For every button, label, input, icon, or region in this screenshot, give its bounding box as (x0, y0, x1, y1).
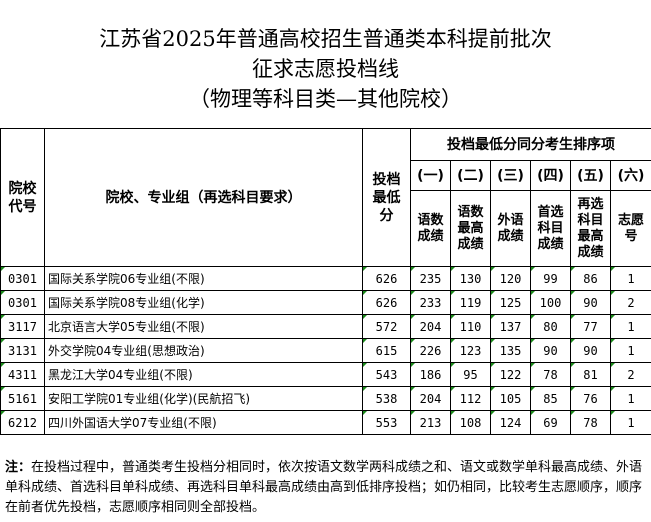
cell-rank2: 130 (450, 266, 491, 291)
cell-rank5: 86 (570, 266, 611, 291)
cell-name: 安阳工学院01专业组(化学)(民航招飞) (44, 386, 363, 411)
cell-rank2: 95 (450, 362, 491, 387)
header-rank-label: 再选科目最高成绩 (570, 190, 611, 267)
cell-name: 黑龙江大学04专业组(不限) (44, 362, 363, 387)
note-label: 注： (5, 460, 32, 475)
cell-rank6: 2 (609, 290, 651, 315)
cell-code: 0301 (0, 290, 45, 315)
cell-rank1: 186 (410, 362, 451, 387)
cell-rank4: 85 (530, 386, 571, 411)
cell-rank1: 213 (410, 410, 451, 435)
table-row: 3131 外交学院04专业组(思想政治) 615 226 123 135 90 90 1 (0, 338, 651, 363)
cell-rank3: 137 (490, 314, 531, 339)
cell-min-score: 538 (362, 386, 411, 411)
table-row: 4311 黑龙江大学04专业组(不限) 543 186 95 122 78 81 2 (0, 362, 651, 387)
header-rank-num: (一) (410, 160, 451, 191)
cell-rank3: 125 (490, 290, 531, 315)
header-rank-label: 外语成绩 (490, 190, 531, 267)
title-line2: 征求志愿投档线 (252, 57, 399, 81)
table-row: 5161 安阳工学院01专业组(化学)(民航招飞) 538 204 112 105 85 76… (0, 386, 651, 411)
cell-min-score: 553 (362, 410, 411, 435)
cell-code: 5161 (0, 386, 45, 411)
cell-rank1: 233 (410, 290, 451, 315)
header-rank-num: (三) (490, 160, 531, 191)
cell-rank3: 120 (490, 266, 531, 291)
header-min-score: 投档最低分 (362, 128, 411, 267)
table-row: 0301 国际关系学院06专业组(不限) 626 235 130 120 99 86 1 (0, 266, 651, 291)
cell-rank6: 1 (609, 410, 651, 435)
header-rank-label: 语数成绩 (410, 190, 451, 267)
cell-min-score: 572 (362, 314, 411, 339)
cell-rank2: 110 (450, 314, 491, 339)
cell-rank3: 124 (490, 410, 531, 435)
header-rank-group: 投档最低分同分考生排序项 (409, 128, 651, 161)
cell-name: 北京语言大学05专业组(不限) (44, 314, 363, 339)
cell-rank4: 78 (530, 362, 571, 387)
cell-rank6: 1 (609, 314, 651, 339)
note: 注：在投档过程中，普通类考生投档分相同时，依次按语文数学两科成绩之和、语文或数学… (5, 458, 647, 518)
cell-rank2: 119 (450, 290, 491, 315)
cell-rank3: 122 (490, 362, 531, 387)
cell-rank5: 78 (570, 410, 611, 435)
cell-rank5: 90 (570, 290, 611, 315)
cell-code: 6212 (0, 410, 45, 435)
cell-rank1: 204 (410, 314, 451, 339)
header-rank-label: 志愿号 (609, 190, 651, 267)
cell-rank4: 90 (530, 338, 571, 363)
header-rank-label: 首选科目成绩 (530, 190, 571, 267)
cell-rank5: 81 (570, 362, 611, 387)
header-name: 院校、专业组（再选科目要求） (44, 128, 363, 267)
cell-rank3: 105 (490, 386, 531, 411)
cell-min-score: 626 (362, 266, 411, 291)
cell-rank2: 112 (450, 386, 491, 411)
cell-rank1: 204 (410, 386, 451, 411)
cell-code: 4311 (0, 362, 45, 387)
header-rank-num: (四) (530, 160, 571, 191)
header-rank-num: (五) (570, 160, 611, 191)
cell-rank4: 99 (530, 266, 571, 291)
cell-rank2: 123 (450, 338, 491, 363)
cell-name: 国际关系学院08专业组(化学) (44, 290, 363, 315)
header-code: 院校代号 (0, 128, 45, 267)
table-row: 0301 国际关系学院08专业组(化学) 626 233 119 125 100 90 2 (0, 290, 651, 315)
cell-rank6: 1 (609, 386, 651, 411)
cell-rank2: 108 (450, 410, 491, 435)
cell-rank1: 235 (410, 266, 451, 291)
cell-rank5: 90 (570, 338, 611, 363)
header-rank-num: (二) (450, 160, 491, 191)
cell-rank6: 1 (609, 266, 651, 291)
cell-rank6: 2 (609, 362, 651, 387)
cell-rank4: 69 (530, 410, 571, 435)
title-line1: 江苏省2025年普通高校招生普通类本科提前批次 (99, 27, 552, 51)
cell-rank3: 135 (490, 338, 531, 363)
cell-rank4: 100 (530, 290, 571, 315)
cell-code: 3131 (0, 338, 45, 363)
table-row: 3117 北京语言大学05专业组(不限) 572 204 110 137 80 77 1 (0, 314, 651, 339)
cell-rank1: 226 (410, 338, 451, 363)
cell-name: 外交学院04专业组(思想政治) (44, 338, 363, 363)
cell-min-score: 543 (362, 362, 411, 387)
cell-rank5: 77 (570, 314, 611, 339)
header-rank-num: (六) (609, 160, 651, 191)
cell-code: 0301 (0, 266, 45, 291)
cell-rank6: 1 (609, 338, 651, 363)
header-rank-label: 语数最高成绩 (450, 190, 491, 267)
title-line3: （物理等科目类—其他院校） (189, 87, 462, 111)
cell-name: 四川外国语大学07专业组(不限) (44, 410, 363, 435)
cell-name: 国际关系学院06专业组(不限) (44, 266, 363, 291)
cell-code: 3117 (0, 314, 45, 339)
cell-rank5: 76 (570, 386, 611, 411)
score-table: 院校代号 院校、专业组（再选科目要求） 投档最低分 投档最低分同分考生排序项 (… (0, 128, 651, 435)
note-text: 在投档过程中，普通类考生投档分相同时，依次按语文数学两科成绩之和、语文或数学单科… (5, 460, 643, 515)
cell-min-score: 615 (362, 338, 411, 363)
cell-min-score: 626 (362, 290, 411, 315)
table-row: 6212 四川外国语大学07专业组(不限) 553 213 108 124 69 78 1 (0, 410, 651, 435)
cell-rank4: 80 (530, 314, 571, 339)
